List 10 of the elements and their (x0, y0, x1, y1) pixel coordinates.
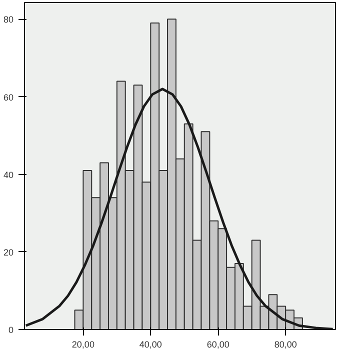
x-tick-label: 40,00 (139, 340, 162, 350)
y-tick-label: 80 (3, 14, 14, 25)
line-series (24, 88, 334, 330)
y-tick-label: 60 (3, 92, 14, 102)
x-tick-label: 80,00 (274, 340, 297, 350)
y-tick-label: 0 (8, 325, 14, 335)
y-tick-label: 40 (3, 170, 14, 180)
x-tick-label: 20,00 (72, 340, 94, 350)
y-tick-label: 20 (3, 247, 14, 258)
x-tick-label: 60,00 (206, 340, 230, 350)
